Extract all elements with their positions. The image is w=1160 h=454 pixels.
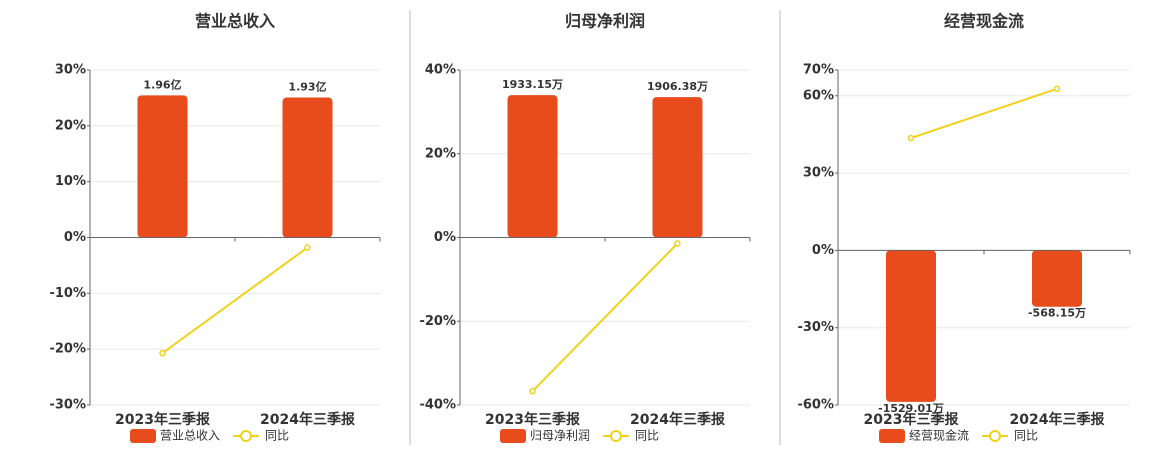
x-tick-label: 2024年三季报 (630, 411, 725, 428)
point (907, 134, 915, 142)
legend-label: 归母净利润 (530, 429, 590, 443)
chart-title: 经营现金流 (944, 12, 1024, 31)
legend-swatch (130, 429, 156, 443)
legend-swatch (500, 429, 526, 443)
y-tick-label: -60% (797, 398, 834, 413)
data-label: 1.96亿 (143, 77, 181, 91)
y-tick-label: 10% (55, 174, 86, 189)
legend-label: 同比 (635, 429, 659, 443)
y-tick-label: 0% (64, 230, 86, 245)
bar (886, 250, 936, 402)
bar (137, 95, 188, 238)
legend-marker (240, 430, 252, 442)
data-label: 1933.15万 (502, 78, 563, 91)
y-tick-label: 20% (425, 146, 456, 161)
legend-label: 同比 (265, 429, 289, 443)
y-tick-label: -30% (797, 320, 834, 335)
bar (507, 95, 558, 238)
y-tick-label: 0% (434, 230, 456, 245)
legend-label: 营业总收入 (160, 429, 220, 443)
y-tick-label: 20% (55, 118, 86, 133)
bar (1032, 250, 1082, 307)
data-label: 1.93亿 (288, 80, 326, 94)
y-tick-label: -30% (49, 398, 86, 413)
data-label: 1906.38万 (647, 80, 708, 93)
point (674, 240, 681, 247)
point (1053, 85, 1061, 93)
y-tick-label: 30% (55, 63, 86, 78)
data-label: -568.15万 (1028, 307, 1086, 320)
x-tick-label: 2023年三季报 (115, 411, 210, 428)
x-tick-label: 2024年三季报 (1010, 411, 1105, 428)
legend-swatch (879, 429, 905, 443)
y-tick-label: -10% (49, 286, 86, 301)
x-tick-label: 2023年三季报 (864, 411, 959, 428)
line (910, 87, 1058, 139)
y-tick-label: -20% (419, 314, 456, 329)
line (161, 246, 309, 354)
y-tick-label: 70% (803, 63, 834, 78)
point (529, 387, 536, 395)
legend-label: 经营现金流 (909, 428, 969, 443)
y-tick-label: 40% (425, 63, 456, 78)
data-label: -1529.01万 (878, 402, 944, 415)
legend-label: 同比 (1014, 429, 1038, 443)
bar (282, 97, 333, 238)
point (159, 349, 166, 357)
line (531, 242, 679, 392)
y-tick-label: -40% (419, 398, 456, 413)
chart-title: 营业总收入 (195, 12, 275, 31)
point (304, 244, 311, 251)
x-tick-label: 2024年三季报 (260, 411, 355, 428)
x-tick-label: 2023年三季报 (485, 411, 580, 428)
bar (652, 97, 703, 238)
chart-title: 归母净利润 (565, 12, 645, 31)
legend-marker (989, 430, 1001, 442)
y-tick-label: 30% (803, 166, 834, 181)
y-tick-label: -20% (49, 342, 86, 357)
y-tick-label: 60% (803, 88, 834, 103)
legend-marker (610, 430, 622, 442)
y-tick-label: 0% (812, 243, 834, 258)
